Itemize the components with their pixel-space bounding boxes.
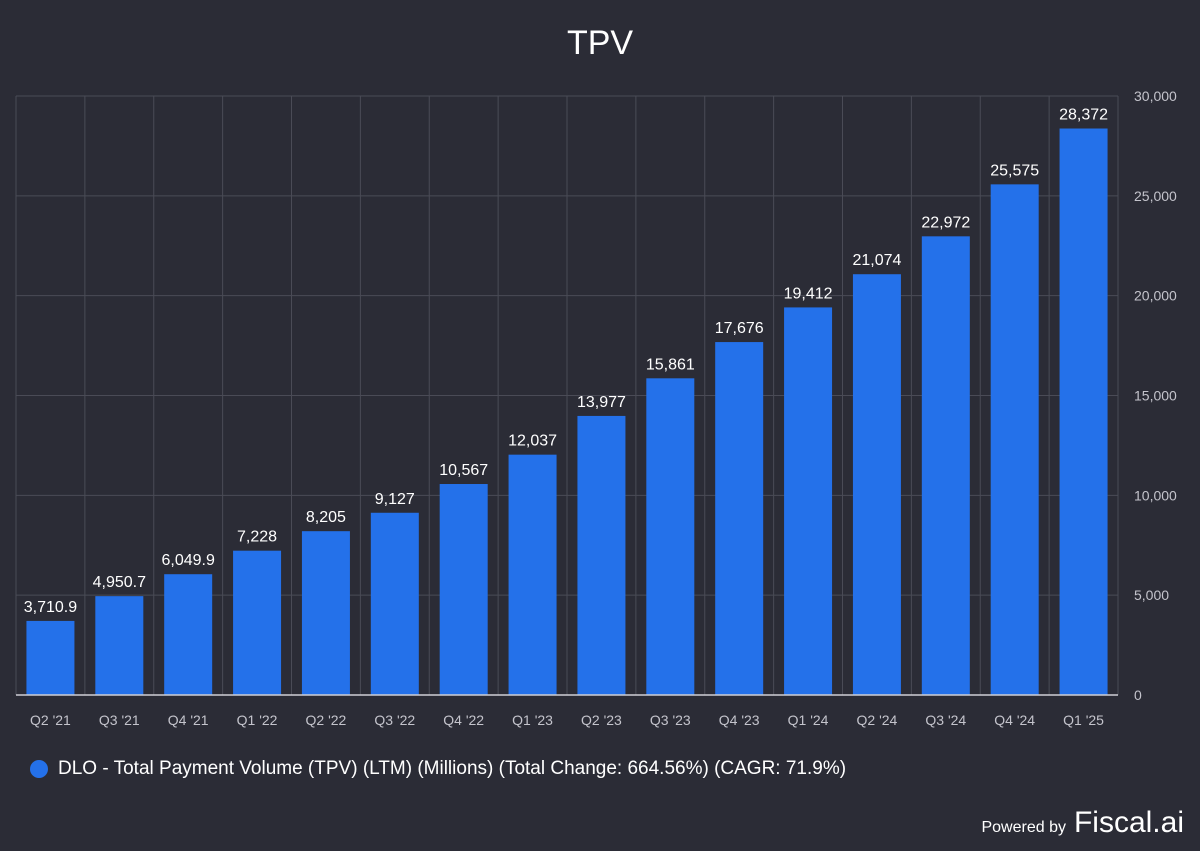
data-label: 3,710.9 <box>24 599 77 616</box>
data-label: 25,575 <box>990 162 1039 179</box>
bar <box>784 307 833 695</box>
bar <box>508 454 557 695</box>
y-tick-label: 25,000 <box>1134 188 1177 204</box>
y-tick-label: 20,000 <box>1134 288 1177 304</box>
x-tick-label: Q2 '23 <box>581 712 622 728</box>
bar <box>852 274 901 695</box>
data-label: 28,372 <box>1059 107 1108 124</box>
data-label: 10,567 <box>439 462 488 479</box>
x-tick-label: Q3 '23 <box>650 712 691 728</box>
bar <box>646 378 695 695</box>
bar <box>439 484 488 695</box>
bar <box>577 415 626 695</box>
data-label: 22,972 <box>921 214 970 231</box>
powered-by-text: Powered by <box>981 819 1066 836</box>
bar <box>26 620 75 695</box>
x-tick-label: Q2 '21 <box>30 712 71 728</box>
x-tick-label: Q1 '23 <box>512 712 553 728</box>
bar <box>95 596 144 695</box>
chart-title: TPV <box>566 24 634 62</box>
legend-swatch <box>30 760 48 778</box>
data-label: 9,127 <box>375 491 415 508</box>
x-tick-label: Q1 '24 <box>788 712 829 728</box>
x-tick-label: Q2 '24 <box>857 712 898 728</box>
y-tick-label: 5,000 <box>1134 587 1169 603</box>
x-tick-label: Q1 '22 <box>237 712 278 728</box>
bar <box>301 531 350 695</box>
bar <box>370 512 419 695</box>
x-tick-label: Q3 '21 <box>99 712 140 728</box>
bar <box>921 236 970 695</box>
data-label: 15,861 <box>646 356 695 373</box>
x-tick-label: Q4 '23 <box>719 712 760 728</box>
powered-by-footer[interactable]: Powered by Fiscal.ai <box>981 806 1184 840</box>
bar <box>715 342 764 695</box>
data-label: 6,049.9 <box>161 552 214 569</box>
y-tick-label: 10,000 <box>1134 487 1177 503</box>
y-tick-label: 0 <box>1134 687 1142 703</box>
data-label: 7,228 <box>237 529 277 546</box>
x-tick-label: Q1 '25 <box>1063 712 1104 728</box>
data-label: 19,412 <box>784 285 833 302</box>
data-label: 17,676 <box>715 320 764 337</box>
data-label: 21,074 <box>852 252 901 269</box>
x-tick-label: Q4 '21 <box>168 712 209 728</box>
legend-label: DLO - Total Payment Volume (TPV) (LTM) (… <box>58 758 847 779</box>
legend[interactable]: DLO - Total Payment Volume (TPV) (LTM) (… <box>30 758 846 780</box>
bar <box>1059 128 1108 695</box>
y-tick-label: 15,000 <box>1134 388 1177 404</box>
x-tick-label: Q3 '22 <box>374 712 415 728</box>
data-label: 13,977 <box>577 394 626 411</box>
x-tick-label: Q2 '22 <box>306 712 347 728</box>
data-label: 8,205 <box>306 509 346 526</box>
data-label: 12,037 <box>508 433 557 450</box>
bar <box>164 574 213 695</box>
brand-logo: Fiscal.ai <box>1073 806 1184 839</box>
bar <box>233 550 282 695</box>
x-tick-label: Q3 '24 <box>925 712 966 728</box>
data-label: 4,950.7 <box>93 574 146 591</box>
x-tick-label: Q4 '24 <box>994 712 1035 728</box>
y-tick-label: 30,000 <box>1134 88 1177 104</box>
x-tick-label: Q4 '22 <box>443 712 484 728</box>
bar <box>990 184 1039 696</box>
